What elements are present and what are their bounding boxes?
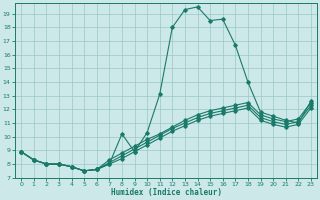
X-axis label: Humidex (Indice chaleur): Humidex (Indice chaleur) xyxy=(110,188,221,197)
